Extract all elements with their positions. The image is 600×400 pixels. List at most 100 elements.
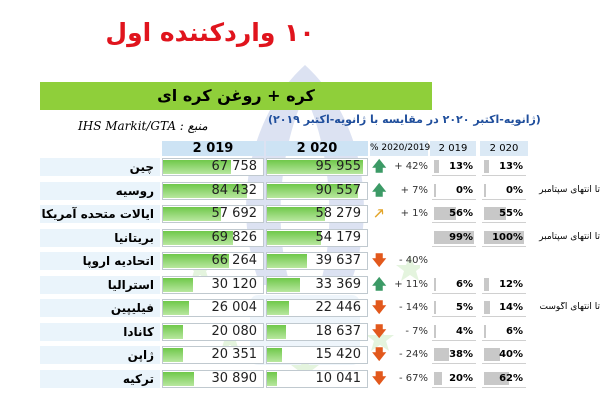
value-2020-bar — [267, 371, 278, 386]
share-2020: 100% — [492, 231, 523, 243]
share-2020: 40% — [499, 349, 523, 360]
share-2020-bar — [484, 207, 506, 220]
value-2019: 57 692 — [211, 206, 258, 221]
share-2019-cell: 13% — [432, 158, 476, 176]
value-2019-cell: 67 758 — [162, 158, 264, 176]
share-2020-cell: 55% — [482, 205, 526, 223]
change-percent: - 40% — [398, 255, 428, 266]
trend-up-icon: 🡅 — [372, 159, 387, 175]
value-2020: 10 041 — [315, 370, 362, 386]
share-2019-cell: 56% — [432, 205, 476, 223]
value-2020-bar — [267, 254, 307, 268]
share-2019-bar — [434, 324, 436, 338]
value-2019-bar — [163, 254, 230, 268]
value-2020: 54 179 — [315, 229, 362, 245]
value-2019-cell: 66 264 — [162, 252, 264, 270]
share-2020: 14% — [499, 302, 523, 313]
trend-down-icon: 🡇 — [372, 370, 387, 387]
change-percent: - 24% — [398, 349, 428, 360]
value-2020-bar — [267, 183, 358, 198]
share-2020: 13% — [499, 161, 523, 172]
share-2019: 0% — [456, 184, 473, 196]
period-note: تا انتهای سپتامبر — [539, 231, 600, 242]
value-2020-bar — [267, 277, 301, 292]
country-name: فیلیپین — [40, 299, 160, 317]
value-2020-bar — [267, 301, 290, 315]
change-percent: - 67% — [398, 372, 428, 384]
value-2019: 66 264 — [211, 253, 258, 268]
value-2019-bar — [163, 348, 184, 362]
share-2019: 38% — [449, 349, 473, 360]
value-2019-bar — [163, 183, 248, 198]
value-2020-cell: 22 446 — [266, 299, 368, 317]
value-2019-cell: 26 004 — [162, 299, 264, 317]
value-2020: 95 955 — [315, 159, 362, 174]
share-2019: 56% — [449, 208, 473, 219]
share-2019-bar — [434, 183, 436, 197]
share-2020-cell: 14% — [482, 299, 526, 317]
share-2020: 62% — [499, 372, 523, 384]
value-2019-bar — [163, 207, 221, 221]
share-2019-bar — [434, 348, 450, 361]
country-name: استرالیا — [40, 275, 160, 294]
chart-title: ۱۰ واردکننده اول — [105, 18, 315, 47]
value-2019: 67 758 — [211, 159, 258, 174]
share-2019-cell: 4% — [432, 323, 476, 341]
country-name: ترکیه — [40, 369, 160, 388]
value-2020: 39 637 — [315, 253, 362, 268]
country-name: روسیه — [40, 181, 160, 200]
change-percent: + 1% — [400, 208, 428, 219]
share-2019-bar — [434, 207, 457, 220]
value-2019-cell: 20 080 — [162, 322, 264, 341]
value-2019-bar — [163, 324, 184, 339]
period-subtitle: (ژانویه-اکتبر ۲۰۲۰ در مقایسه با ژانویه-ا… — [268, 113, 541, 126]
value-2020-cell: 54 179 — [266, 228, 368, 247]
country-name: ژاپن — [40, 346, 160, 364]
share-2020-cell: 62% — [482, 370, 526, 388]
value-2019-bar — [163, 301, 189, 315]
value-2020-cell: 39 637 — [266, 252, 368, 270]
value-2020-cell: 15 420 — [266, 346, 368, 364]
value-2019-cell: 69 826 — [162, 228, 264, 247]
trend-down-icon: 🡇 — [372, 347, 387, 363]
country-name: کانادا — [40, 322, 160, 341]
share-2020-cell: 40% — [482, 346, 526, 364]
value-2020-bar — [267, 324, 286, 339]
share-2020-cell: 6% — [482, 323, 526, 341]
value-2019-bar — [163, 230, 233, 245]
share-2019-bar — [434, 277, 437, 291]
share-2020: 55% — [499, 208, 523, 219]
share-2019-cell: 6% — [432, 276, 476, 294]
header-share-2019: 2 019 — [430, 141, 476, 156]
share-2019-cell: 0% — [432, 182, 476, 200]
share-2019-bar — [434, 301, 436, 314]
trend-flat-icon: 🡕 — [374, 206, 384, 222]
value-2019-cell: 30 120 — [162, 275, 264, 294]
share-2019-bar — [434, 230, 474, 244]
trend-down-icon: 🡇 — [372, 323, 387, 340]
share-2019-bar — [434, 371, 442, 385]
share-2019: 5% — [456, 302, 473, 313]
share-2019-cell: 99% — [432, 229, 476, 247]
value-2020-cell: 10 041 — [266, 369, 368, 388]
value-2020-bar — [267, 160, 363, 174]
value-2019: 30 890 — [211, 370, 258, 386]
share-2020-bar — [484, 183, 486, 197]
share-2020-bar — [484, 301, 490, 314]
share-2019-bar — [434, 160, 440, 173]
share-2020-bar — [484, 277, 489, 291]
share-2020-cell: 13% — [482, 158, 526, 176]
trend-down-icon: 🡇 — [372, 253, 387, 269]
share-2019-cell: 5% — [432, 299, 476, 317]
share-2019: 13% — [449, 161, 473, 172]
trend-down-icon: 🡇 — [372, 300, 387, 316]
country-name: اتحادیه اروپا — [40, 252, 160, 270]
trend-up-icon: 🡅 — [372, 276, 387, 293]
share-2019: 99% — [449, 231, 473, 243]
share-2020-bar — [484, 348, 500, 361]
value-2020-bar — [267, 207, 326, 221]
source-label: IHS Markit/GTA : منبع — [78, 119, 208, 133]
value-2020: 15 420 — [315, 347, 362, 362]
share-2020: 0% — [506, 184, 523, 196]
value-2019: 20 351 — [211, 347, 258, 362]
